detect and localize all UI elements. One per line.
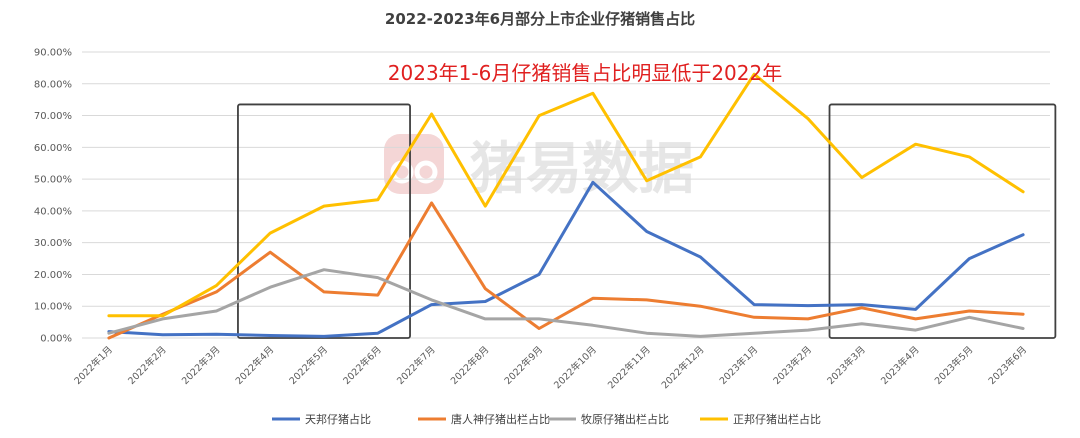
highlight-boxes xyxy=(237,103,1057,339)
x-tick-label: 2022年1月 xyxy=(72,344,115,387)
x-tick-label: 2023年3月 xyxy=(825,344,868,387)
x-tick-label: 2022年8月 xyxy=(448,344,491,387)
series-lines xyxy=(107,72,1025,340)
x-tick-label: 2023年1月 xyxy=(717,344,760,387)
x-tick-label: 2022年6月 xyxy=(341,344,384,387)
y-tick-label: 70.00% xyxy=(34,111,72,122)
highlight-box xyxy=(237,103,411,339)
x-tick-label: 2022年2月 xyxy=(125,344,168,387)
x-tick-label: 2022年11月 xyxy=(605,344,653,392)
legend-label: 正邦仔猪出栏占比 xyxy=(733,412,821,426)
y-tick-label: 90.00% xyxy=(34,48,72,59)
x-tick-label: 2022年12月 xyxy=(659,344,707,392)
series-line xyxy=(107,72,1025,318)
x-tick-label: 2022年3月 xyxy=(179,344,222,387)
y-tick-label: 30.00% xyxy=(34,238,72,249)
legend-label: 唐人神仔猪出栏占比 xyxy=(451,412,550,426)
y-tick-label: 10.00% xyxy=(34,302,72,313)
legend-label: 天邦仔猪占比 xyxy=(305,412,371,426)
highlight-box xyxy=(828,103,1057,339)
x-tick-label: 2023年6月 xyxy=(986,344,1029,387)
watermark-text: 猪易数据 xyxy=(470,137,694,202)
x-tick-label: 2022年5月 xyxy=(287,344,330,387)
x-axis: 2022年1月 2022年2月 2022年3月 2022年4月 2022年5月 2022年… xyxy=(72,344,1030,392)
series-line xyxy=(107,268,1025,338)
x-tick-label: 2022年4月 xyxy=(233,344,276,387)
x-tick-label: 2023年4月 xyxy=(878,344,921,387)
x-tick-label: 2022年10月 xyxy=(551,344,599,392)
series-line xyxy=(107,201,1025,340)
y-tick-label: 40.00% xyxy=(34,206,72,217)
y-tick-label: 60.00% xyxy=(34,143,72,154)
legend-label: 牧原仔猪出栏占比 xyxy=(581,412,669,426)
y-tick-label: 0.00% xyxy=(40,334,72,345)
chart-annotation: 2023年1-6月仔猪销售占比明显低于2022年 xyxy=(388,61,782,85)
watermark-logo-ring xyxy=(414,160,438,184)
y-tick-label: 20.00% xyxy=(34,270,72,281)
x-tick-label: 2023年5月 xyxy=(932,344,975,387)
series-line xyxy=(107,180,1025,338)
x-tick-label: 2023年2月 xyxy=(771,344,814,387)
chart-title: 2022-2023年6月部分上市企业仔猪销售占比 xyxy=(385,10,695,28)
x-tick-label: 2022年7月 xyxy=(394,344,437,387)
y-axis: 0.00% 10.00% 20.00% 30.00% 40.00% 50.00% 60.00… xyxy=(34,48,72,345)
legend: 天邦仔猪占比 唐人神仔猪出栏占比 牧原仔猪出栏占比 正邦仔猪出栏占比 xyxy=(272,412,821,426)
y-tick-label: 50.00% xyxy=(34,175,72,186)
y-tick-label: 80.00% xyxy=(34,79,72,90)
x-tick-label: 2022年9月 xyxy=(502,344,545,387)
